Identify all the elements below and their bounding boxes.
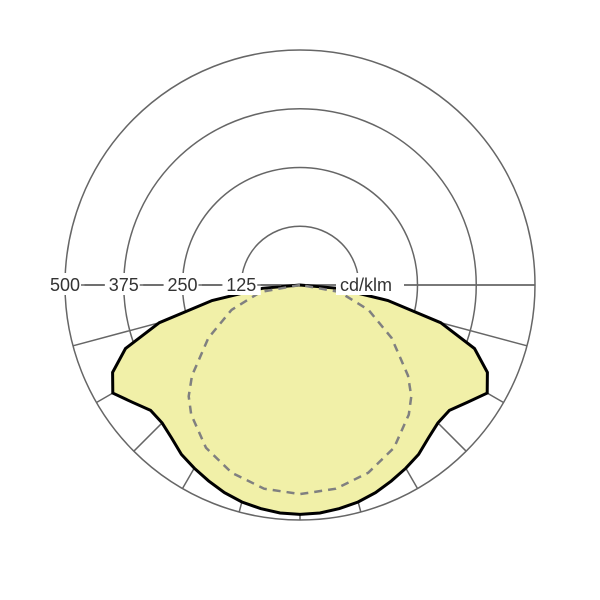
radial-tick-label: 500 (50, 275, 80, 295)
axis-labels: 500 375 250 125 cd/klm (46, 273, 405, 295)
radial-tick-label: 125 (226, 275, 256, 295)
radial-tick-label: 250 (167, 275, 197, 295)
radial-tick-label: 375 (109, 275, 139, 295)
unit-label: cd/klm (340, 275, 392, 295)
polar-chart: 500 375 250 125 cd/klm (0, 0, 600, 600)
